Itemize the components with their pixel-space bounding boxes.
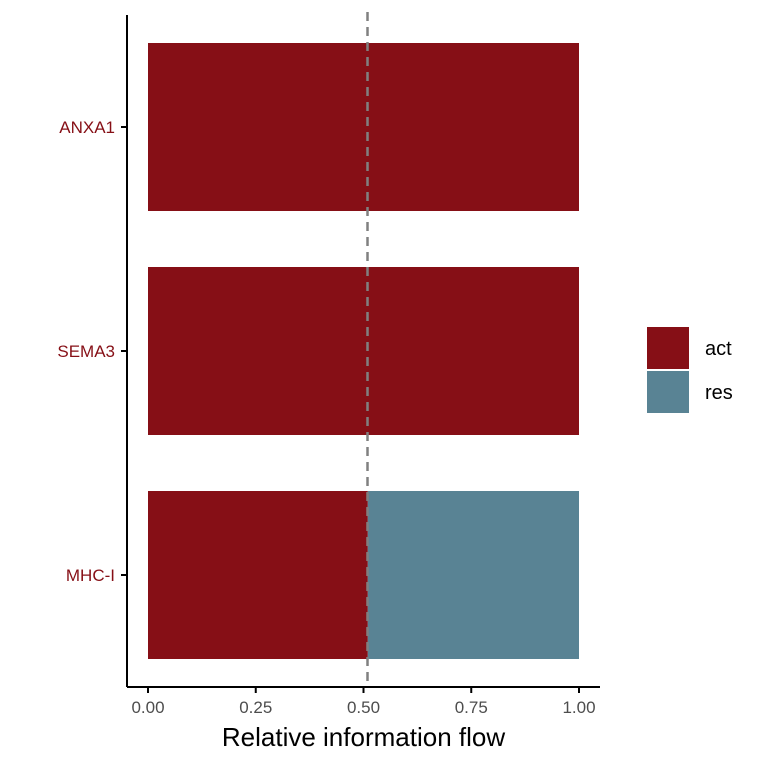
- legend: act res: [647, 327, 733, 413]
- x-tick-label: 1.00: [562, 698, 595, 717]
- x-axis-ticks: 0.00 0.25 0.50 0.75 1.00: [131, 687, 596, 717]
- y-axis-ticks: ANXA1 SEMA3 MHC-I: [57, 118, 127, 585]
- legend-key-res: [647, 371, 689, 413]
- bar-act-mhc-i: [148, 491, 368, 659]
- x-tick-label: 0.50: [347, 698, 380, 717]
- x-tick-label: 0.00: [131, 698, 164, 717]
- legend-label-res: res: [705, 382, 733, 404]
- x-tick-label: 0.75: [455, 698, 488, 717]
- y-tick-label: SEMA3: [57, 342, 115, 361]
- legend-key-act: [647, 327, 689, 369]
- bar-res-mhc-i: [367, 491, 579, 659]
- y-tick-label: ANXA1: [59, 118, 115, 137]
- bars-layer: [148, 43, 579, 659]
- bar-act-anxa1: [148, 43, 579, 211]
- legend-label-act: act: [705, 338, 732, 360]
- x-axis-title: Relative information flow: [222, 722, 505, 752]
- bar-act-sema3: [148, 267, 579, 435]
- y-tick-label: MHC-I: [66, 566, 115, 585]
- x-tick-label: 0.25: [239, 698, 272, 717]
